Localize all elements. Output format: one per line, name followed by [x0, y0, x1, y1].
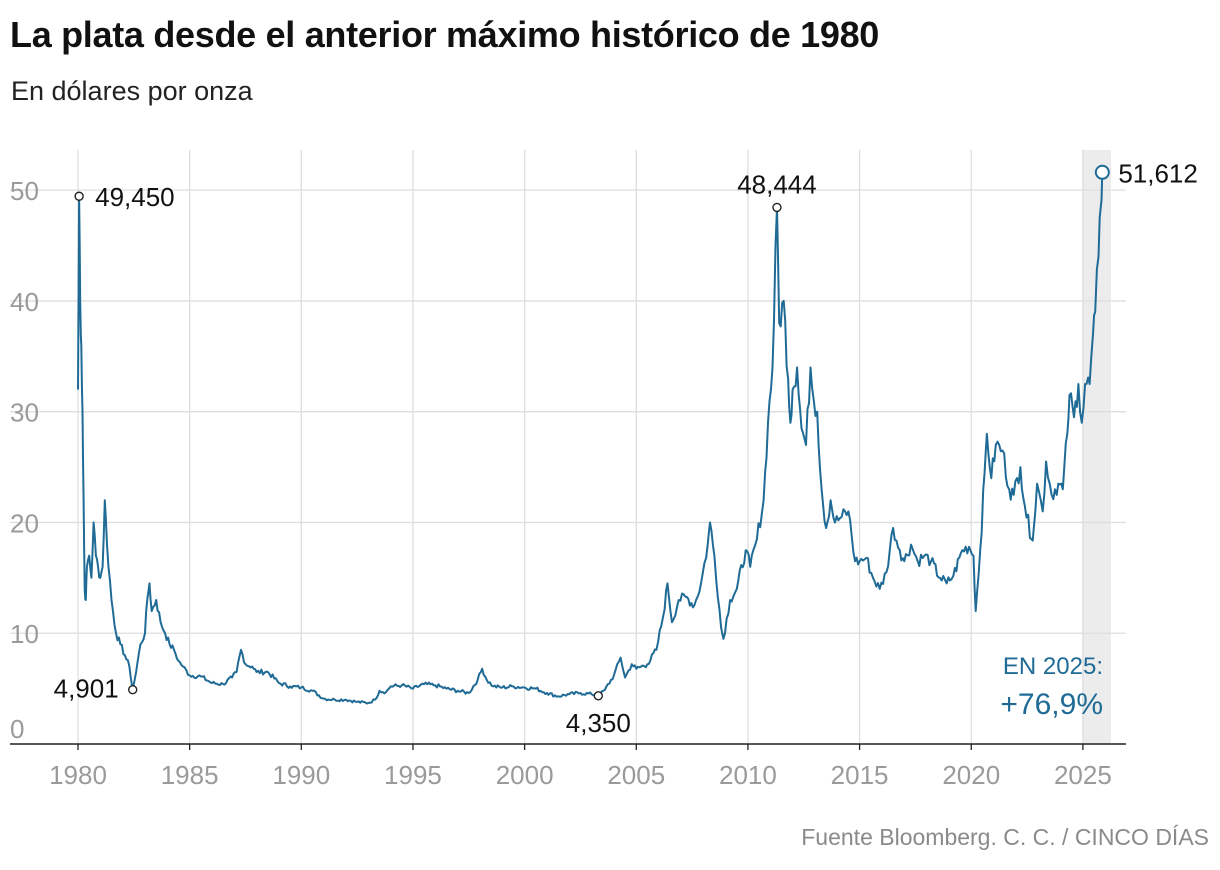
data-label: 48,444	[737, 169, 817, 199]
x-tick-label: 2015	[831, 760, 889, 790]
data-label: 51,612	[1118, 158, 1198, 188]
x-tick-label: 1985	[161, 760, 219, 790]
source-note: Fuente Bloomberg. C. C. / CINCO DÍAS	[801, 824, 1209, 850]
data-label: 4,350	[566, 708, 631, 738]
y-tick-label: 0	[10, 714, 24, 744]
data-point-marker	[772, 202, 782, 213]
data-point-marker	[1094, 164, 1110, 180]
x-tick-label: 1995	[384, 760, 442, 790]
x-tick-label: 2020	[942, 760, 1000, 790]
y-tick-label: 50	[10, 176, 39, 206]
annotation-value: +76,9%	[1000, 688, 1103, 721]
x-tick-label: 2010	[719, 760, 777, 790]
chart-subtitle: En dólares por onza	[11, 76, 253, 106]
data-label: 49,450	[95, 182, 175, 212]
x-tick-label: 1990	[272, 760, 330, 790]
y-tick-label: 30	[10, 398, 39, 428]
chart-title: La plata desde el anterior máximo histór…	[10, 14, 880, 55]
annotation-label: EN 2025:	[1003, 653, 1103, 680]
x-tick-label: 2005	[607, 760, 665, 790]
x-tick-label: 2000	[496, 760, 554, 790]
data-point-marker	[74, 191, 84, 201]
data-label: 4,901	[54, 674, 119, 704]
y-tick-label: 10	[10, 619, 39, 649]
silver-price-line	[77, 172, 1104, 705]
y-tick-label: 40	[10, 287, 39, 317]
y-tick-label: 20	[10, 508, 39, 538]
highlight-2025-band	[1082, 150, 1111, 744]
x-tick-label: 1980	[49, 760, 107, 790]
data-point-marker	[593, 691, 604, 701]
data-point-marker	[128, 685, 138, 695]
x-tick-label: 2025	[1054, 760, 1112, 790]
